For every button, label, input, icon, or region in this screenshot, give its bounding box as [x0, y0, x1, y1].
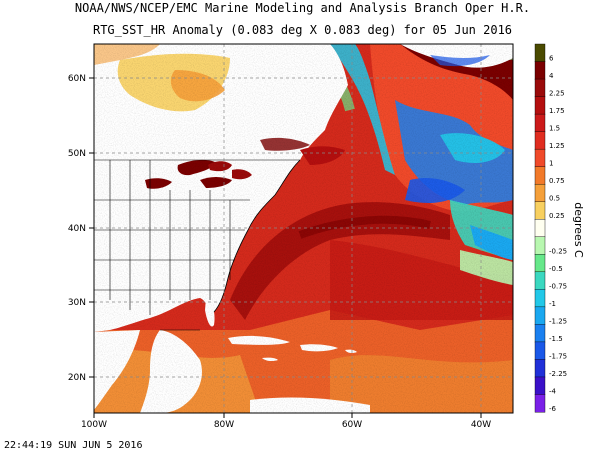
lat-label-20n: 20N [68, 373, 86, 383]
colorbar-label: 0.5 [549, 195, 560, 203]
colorbar-label: -2.25 [549, 370, 567, 378]
colorbar-swatch [534, 271, 546, 290]
colorbar-swatch [534, 96, 546, 115]
timestamp: 22:44:19 SUN JUN 5 2016 [4, 440, 143, 451]
colorbar-label: -6 [549, 405, 557, 413]
colorbar-label: -1.75 [549, 352, 567, 360]
colorbar-label: 2.25 [549, 90, 565, 98]
graticule [94, 44, 513, 413]
colorbar-label: 1.75 [549, 107, 565, 115]
colorbar-label: 4 [549, 72, 554, 80]
lon-label-100w: 100W [81, 420, 107, 430]
colorbar-label: -4 [549, 387, 557, 395]
lat-label-30n: 30N [68, 298, 86, 308]
colorbar-swatch [534, 131, 546, 150]
colorbar-label: -0.75 [549, 282, 567, 290]
colorbar-swatch [534, 148, 546, 168]
colorbar-label: -1 [549, 300, 556, 308]
colorbar-swatch [534, 376, 546, 395]
lon-label-60w: 60W [342, 420, 362, 430]
colorbar-label: -1.5 [549, 335, 563, 343]
colorbar-swatch [534, 394, 546, 413]
colorbar-swatch [534, 166, 546, 185]
lat-label-40n: 40N [68, 224, 86, 234]
lon-label-40w: 40W [471, 420, 491, 430]
colorbar-swatch [534, 289, 546, 308]
title-line-2: RTG_SST_HR Anomaly (0.083 deg X 0.083 de… [92, 23, 513, 37]
colorbar-label: 6 [549, 55, 554, 63]
colorbar-label: 1.5 [549, 125, 560, 133]
colorbar-swatch [534, 61, 546, 80]
lat-label-60n: 60N [68, 74, 86, 84]
colorbar-unit-label: degrees C [572, 202, 585, 258]
colorbar-label: 0.75 [549, 177, 565, 185]
colorbar-label: 1 [549, 160, 553, 168]
colorbar-swatch [534, 254, 546, 273]
colorbar-label: 0.25 [549, 212, 565, 220]
colorbar-swatch [534, 183, 546, 203]
lat-label-50n: 50N [68, 149, 86, 159]
colorbar-swatch [534, 219, 546, 238]
colorbar: 6 4 2.25 1.75 1.5 1.25 1 0.75 0.5 0.25 -0.25 -0.5 -0… [534, 43, 567, 413]
colorbar-swatch [534, 341, 546, 360]
colorbar-swatch [534, 306, 546, 325]
colorbar-swatch [534, 236, 546, 255]
colorbar-label: 1.25 [549, 142, 565, 150]
colorbar-swatch [534, 201, 546, 220]
colorbar-swatch [534, 324, 546, 343]
colorbar-swatch [534, 359, 546, 378]
colorbar-swatch [534, 43, 546, 63]
colorbar-swatch [534, 78, 546, 98]
colorbar-swatch [534, 113, 546, 133]
colorbar-label: -0.5 [549, 265, 563, 273]
colorbar-label: -1.25 [549, 317, 567, 325]
colorbar-label: -0.25 [549, 247, 567, 255]
political-boundaries [94, 159, 300, 331]
title-line-1: NOAA/NWS/NCEP/EMC Marine Modeling and An… [74, 1, 531, 15]
lon-label-80w: 80W [214, 420, 234, 430]
